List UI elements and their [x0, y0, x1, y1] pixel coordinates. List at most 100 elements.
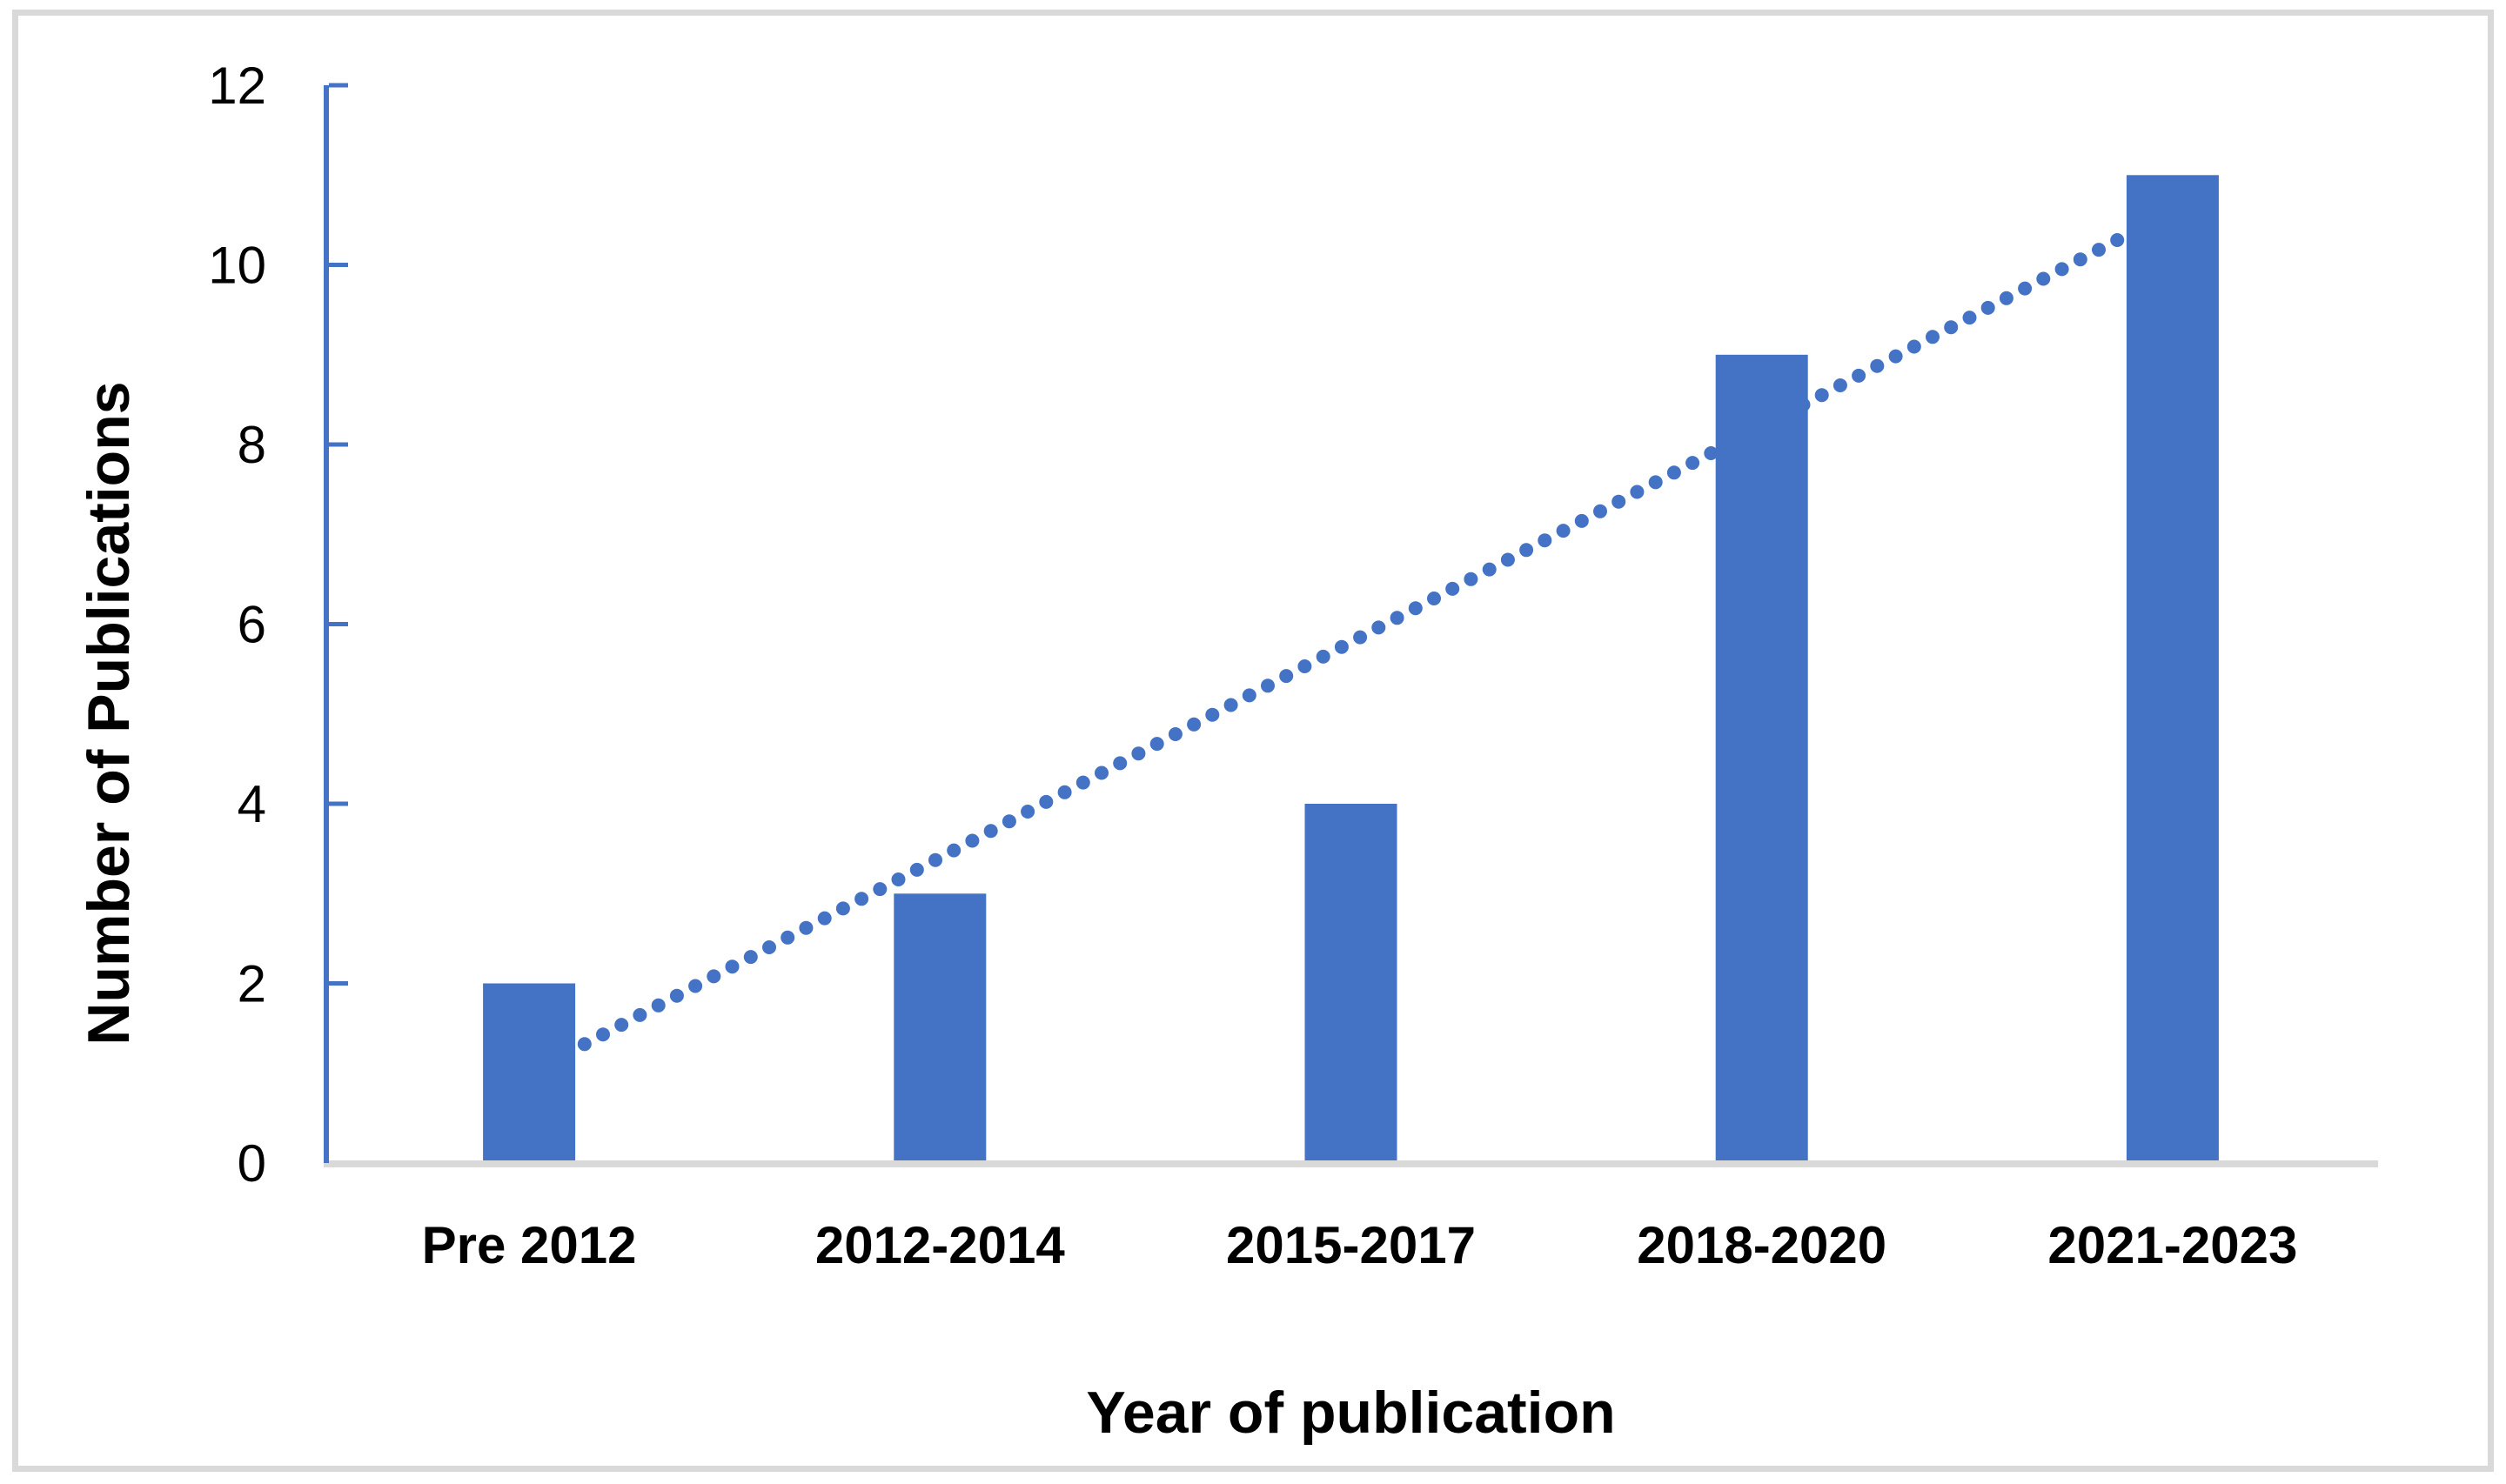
x-category-label: 2018-2020 — [1637, 1216, 1886, 1274]
x-category-label: 2015-2017 — [1226, 1216, 1476, 1274]
x-axis-title: Year of publication — [1086, 1380, 1616, 1446]
x-category-label: Pre 2012 — [422, 1216, 637, 1274]
trendline-dot — [1334, 639, 1349, 654]
trendline-dot — [1980, 300, 1995, 315]
trendline-dot — [651, 998, 666, 1013]
y-tick-label: 0 — [238, 1134, 266, 1193]
trendline-dot — [1113, 756, 1128, 771]
trendline-dot — [1926, 330, 1940, 344]
y-axis-line — [324, 85, 329, 1163]
trendline-dot — [725, 959, 740, 974]
trendline-dot — [1445, 581, 1460, 596]
trendline-dot — [1870, 358, 1885, 373]
trendline-dot — [707, 969, 721, 984]
trendline-dot — [1833, 378, 1847, 392]
trendline-dot — [1427, 592, 1441, 605]
trendline-dot — [873, 882, 888, 897]
bar-2015-2017 — [1304, 804, 1397, 1163]
bar-Pre 2012 — [483, 983, 576, 1163]
trendline-dot — [1593, 504, 1607, 518]
trendline-dot — [743, 950, 758, 965]
trendline-dot — [1888, 349, 1903, 364]
trendline-dot — [2073, 252, 2087, 267]
y-tick-mark — [329, 622, 348, 626]
trendline-dot — [1039, 794, 1054, 809]
y-tick-label: 12 — [208, 57, 266, 115]
trendline-dot — [2018, 281, 2033, 296]
trendline-dot — [1538, 533, 1552, 548]
trendline-dot — [1371, 620, 1386, 635]
trendline-dot — [633, 1007, 647, 1022]
trendline-dot — [1297, 659, 1312, 673]
y-tick-mark — [329, 801, 348, 806]
trendline-dot — [2054, 262, 2069, 277]
trendline-dot — [1187, 717, 1202, 732]
trendline-dot — [799, 920, 814, 935]
trendline-dot — [1852, 368, 1866, 383]
y-tick-label: 10 — [208, 237, 266, 295]
trendline-dot — [1906, 339, 1921, 354]
trendline-dot — [781, 930, 795, 945]
trendline-dot — [1057, 785, 1072, 799]
trendline-dot — [688, 979, 703, 993]
trendline-dot — [817, 911, 832, 926]
x-category-label: 2012-2014 — [815, 1216, 1066, 1274]
trendline-dot — [1464, 572, 1478, 586]
y-tick-mark — [329, 442, 348, 447]
trendline-dot — [928, 852, 942, 867]
trendline-dot — [1962, 311, 1977, 325]
trendline-dot — [947, 843, 962, 858]
trendline-dot — [1999, 291, 2014, 305]
trendline-dot — [965, 833, 980, 848]
trendline-dot — [596, 1027, 610, 1042]
trendline-dot — [1666, 465, 1681, 480]
trendline-dot — [1021, 805, 1035, 819]
trendline-dot — [1408, 601, 1423, 616]
trendline-dot — [1149, 737, 1164, 752]
trendline-dot — [1316, 649, 1330, 664]
trendline-dot — [1944, 320, 1959, 335]
trendline-dot — [577, 1037, 592, 1052]
trendline-dot — [1353, 630, 1368, 645]
trendline-dot — [1242, 688, 1256, 703]
x-category-label: 2021-2023 — [2047, 1216, 2297, 1274]
trendline-dot — [891, 872, 906, 886]
y-tick-mark — [329, 263, 348, 267]
figure-border — [12, 10, 2494, 1472]
y-tick-label: 4 — [238, 775, 266, 833]
trendline-dot — [614, 1018, 629, 1033]
trendline-dot — [1168, 727, 1183, 741]
trendline-dot — [2092, 243, 2106, 257]
y-tick-label: 6 — [238, 596, 266, 654]
trendline-dot — [669, 988, 684, 1003]
y-tick-mark — [329, 981, 348, 986]
bar-2018-2020 — [1715, 354, 1808, 1164]
y-tick-label: 8 — [238, 416, 266, 474]
trendline-dot — [983, 824, 998, 839]
trendline-dot — [1630, 485, 1645, 499]
trendline-dot — [1390, 611, 1404, 625]
trendline-dot — [1556, 524, 1571, 538]
bar-2021-2023 — [2126, 175, 2219, 1164]
trendline-dot — [1482, 562, 1497, 577]
trendline-dot — [1095, 765, 1109, 780]
trendline-dot — [909, 862, 924, 877]
trendline-dot — [2110, 233, 2125, 247]
x-axis-line — [324, 1160, 2378, 1167]
trendline-dot — [1574, 513, 1589, 528]
trendline-dot — [1205, 707, 1220, 722]
y-tick-mark — [329, 83, 348, 88]
bar-2012-2014 — [894, 893, 987, 1164]
trendline-dot — [1814, 388, 1829, 403]
trendline-dot — [1648, 475, 1663, 490]
y-tick-label: 2 — [238, 955, 266, 1013]
trendline-dot — [1611, 494, 1626, 509]
trendline-dot — [1685, 456, 1700, 471]
trendline-dot — [762, 940, 776, 954]
trendline-dot — [1002, 814, 1016, 829]
trendline-dot — [1131, 746, 1146, 761]
trendline-dot — [1075, 775, 1090, 790]
trendline-dot — [1261, 678, 1275, 693]
trendline-dot — [1704, 446, 1719, 460]
